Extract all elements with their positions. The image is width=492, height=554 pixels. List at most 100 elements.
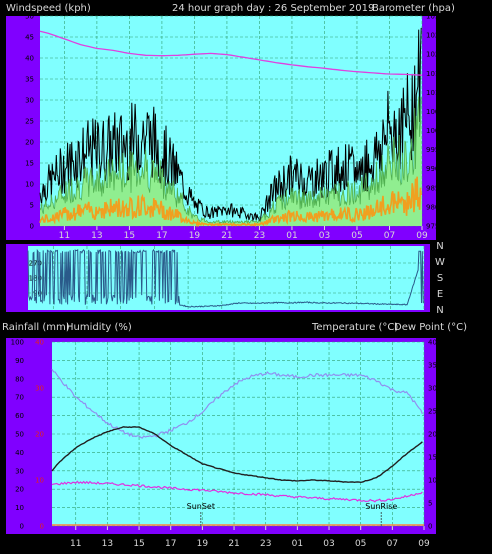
wind-y-tick-label: 45 xyxy=(25,34,34,42)
barometer-y-tick-label: 995 xyxy=(426,146,439,154)
wind-y-tick-label: 0 xyxy=(30,223,34,231)
direction-y-tick-label: 270 xyxy=(29,260,42,268)
wind-y-tick-label: 10 xyxy=(25,181,34,189)
barometer-y-tick-label: 975 xyxy=(426,223,439,231)
temp-x-tick-label: 03 xyxy=(323,539,334,549)
temp-x-tick-label: 23 xyxy=(260,539,271,549)
humidity-y-tick-label: 10 xyxy=(15,504,24,512)
wind-x-tick-label: 01 xyxy=(286,231,297,241)
temp-x-tick-label: 19 xyxy=(197,539,209,549)
temp-x-tick-label: 17 xyxy=(165,539,176,549)
wind-y-tick-label: 25 xyxy=(25,118,34,126)
temperature-y-tick-label: 40 xyxy=(428,339,437,347)
temperature-y-tick-label: 10 xyxy=(428,477,437,485)
dewpoint-line xyxy=(51,480,423,503)
temperature-y-tick-label: 30 xyxy=(428,385,437,393)
humidity-y-tick-label: 60 xyxy=(15,412,24,420)
temperature-axis-label: Temperature (°C) xyxy=(311,322,398,333)
wind-lull-line xyxy=(39,176,422,228)
temp-x-tick-label: 21 xyxy=(228,539,239,549)
humidity-y-tick-label: 20 xyxy=(15,486,24,494)
barometer-y-tick-label: 1005 xyxy=(426,108,444,116)
barometer-y-tick-label: 1020 xyxy=(426,51,444,59)
temperature-y-tick-label: 5 xyxy=(428,500,432,508)
graph-title: 24 hour graph day : 26 September 2019 xyxy=(172,3,374,14)
humidity-y-tick-label: 0 xyxy=(20,523,24,531)
humidity-y-tick-label: 70 xyxy=(15,394,24,402)
temperature-y-tick-label: 25 xyxy=(428,408,437,416)
wind-x-tick-label: 23 xyxy=(254,231,265,241)
wind-x-tick-label: 05 xyxy=(351,231,362,241)
humidity-y-tick-label: 30 xyxy=(15,467,24,475)
wind-y-tick-label: 5 xyxy=(30,202,34,210)
wind-y-tick-label: 50 xyxy=(25,13,34,21)
barometer-y-tick-label: 1030 xyxy=(426,13,444,21)
rainfall-y-tick-label: 30 xyxy=(35,385,44,393)
direction-y-tick-label: 180 xyxy=(29,275,42,283)
wind-y-tick-label: 30 xyxy=(25,97,34,105)
rainfall-y-tick-label: 20 xyxy=(35,431,44,439)
humidity-y-tick-label: 80 xyxy=(15,375,24,383)
wind-x-tick-label: 11 xyxy=(59,231,70,241)
wind-y-tick-label: 15 xyxy=(25,160,34,168)
compass-letter: W xyxy=(435,257,445,268)
humidity-y-tick-label: 40 xyxy=(15,449,24,457)
temp-x-tick-label: 01 xyxy=(292,539,303,549)
temperature-y-tick-label: 35 xyxy=(428,362,437,370)
barometer-y-tick-label: 1025 xyxy=(426,32,444,40)
temp-x-tick-label: 11 xyxy=(70,539,81,549)
wind-average-area xyxy=(40,96,422,226)
wind-average-line xyxy=(39,96,422,225)
barometer-y-tick-label: 1010 xyxy=(426,89,444,97)
temperature-y-tick-label: 0 xyxy=(428,523,432,531)
barometer-axis-label: Barometer (hpa) xyxy=(372,3,455,14)
compass-letter: N xyxy=(436,241,443,252)
temp-x-tick-label: 07 xyxy=(387,539,398,549)
wind-x-tick-label: 19 xyxy=(189,231,201,241)
compass-letter: S xyxy=(437,273,443,284)
wind-x-tick-label: 21 xyxy=(221,231,232,241)
humidity-y-tick-label: 90 xyxy=(15,357,24,365)
wind-gust-line xyxy=(39,27,422,222)
barometer-y-tick-label: 1015 xyxy=(426,70,444,78)
humidity-axis-label: Humidity (%) xyxy=(66,322,132,333)
temp-x-tick-label: 15 xyxy=(133,539,144,549)
wind-x-tick-label: 13 xyxy=(91,231,102,241)
wind-x-tick-label: 03 xyxy=(319,231,330,241)
wind-x-tick-label: 17 xyxy=(156,231,167,241)
barometer-y-tick-label: 990 xyxy=(426,165,439,173)
temp-x-tick-label: 09 xyxy=(418,539,430,549)
wind-x-tick-label: 09 xyxy=(416,231,428,241)
wind-y-tick-label: 20 xyxy=(25,139,34,147)
wind-y-tick-label: 40 xyxy=(25,55,34,63)
wind-x-tick-label: 07 xyxy=(384,231,395,241)
temperature-line xyxy=(51,426,423,484)
rainfall-axis-label: Rainfall (mm) xyxy=(2,322,70,333)
sun-event-label: SunSet xyxy=(187,502,215,511)
dewpoint-axis-label: Dew Point (°C) xyxy=(394,322,467,333)
rainfall-y-tick-label: 0 xyxy=(40,523,44,531)
wind-x-tick-label: 15 xyxy=(124,231,135,241)
humidity-line xyxy=(51,368,423,439)
barometer-line xyxy=(39,30,423,76)
barometer-y-tick-label: 980 xyxy=(426,203,439,211)
temperature-y-tick-label: 20 xyxy=(428,431,437,439)
compass-letter: N xyxy=(436,305,443,316)
temperature-y-tick-label: 15 xyxy=(428,454,437,462)
rainfall-y-tick-label: 10 xyxy=(35,477,44,485)
wind-y-tick-label: 35 xyxy=(25,76,34,84)
wind-direction-line xyxy=(27,248,424,308)
barometer-y-tick-label: 985 xyxy=(426,184,439,192)
humidity-y-tick-label: 50 xyxy=(15,431,24,439)
temp-x-tick-label: 13 xyxy=(102,539,113,549)
temp-x-tick-label: 05 xyxy=(355,539,366,549)
windspeed-axis-label: Windspeed (kph) xyxy=(6,3,91,14)
barometer-y-tick-label: 1000 xyxy=(426,127,444,135)
rainfall-y-tick-label: 40 xyxy=(35,339,44,347)
compass-letter: E xyxy=(437,289,443,300)
sun-event-label: SunRise xyxy=(365,502,397,511)
direction-y-tick-label: 90 xyxy=(33,290,42,298)
humidity-y-tick-label: 100 xyxy=(11,339,24,347)
